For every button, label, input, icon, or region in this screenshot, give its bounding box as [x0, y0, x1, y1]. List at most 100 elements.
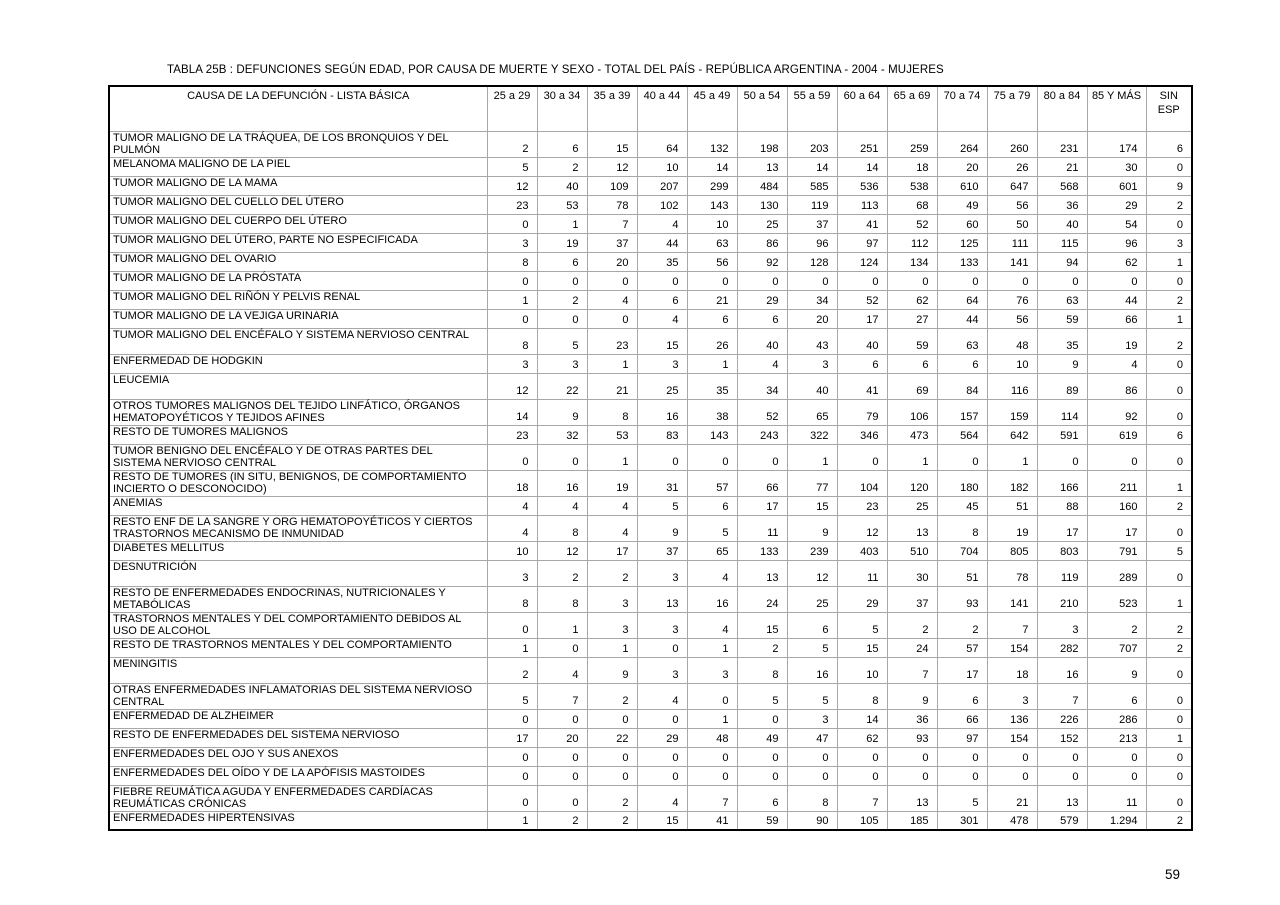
column-header-age: 35 a 39 — [586, 85, 638, 132]
table-header: CAUSA DE LA DEFUNCIÓN - LISTA BÁSICA 25 … — [108, 85, 1193, 132]
value-cell: 0 — [736, 746, 788, 767]
value-cell: 20 — [936, 156, 988, 177]
value-cell: 50 — [986, 213, 1038, 234]
value-cell: 102 — [636, 194, 688, 215]
value-cell: 132 — [686, 130, 738, 158]
value-cell: 11 — [1086, 784, 1147, 812]
value-cell: 286 — [1086, 708, 1147, 729]
table-row: TUMOR MALIGNO DEL ENCÉFALO Y SISTEMA NER… — [108, 327, 1193, 355]
value-cell: 0 — [686, 270, 738, 291]
value-cell: 86 — [736, 232, 788, 253]
value-cell: 3 — [636, 559, 688, 587]
table-row: RESTO DE TUMORES (IN SITU, BENIGNOS, DE … — [108, 469, 1193, 497]
value-cell: 7 — [1036, 682, 1088, 710]
value-cell: 8 — [836, 682, 888, 710]
value-cell: 8 — [486, 585, 538, 613]
cause-cell: TUMOR MALIGNO DE LA MAMA — [108, 175, 488, 196]
value-cell: 0 — [536, 784, 588, 812]
cause-cell: LEUCEMIA — [108, 372, 488, 400]
value-cell: 17 — [586, 540, 638, 561]
table-row: RESTO DE TRASTORNOS MENTALES Y DEL COMPO… — [108, 637, 1193, 658]
value-cell: 585 — [786, 175, 838, 196]
value-cell: 6 — [786, 611, 838, 639]
value-cell: 6 — [736, 308, 788, 329]
table-row: TUMOR MALIGNO DE LA TRÁQUEA, DE LOS BRON… — [108, 130, 1193, 158]
value-cell: 77 — [786, 469, 838, 497]
value-cell: 13 — [736, 559, 788, 587]
value-cell: 154 — [986, 637, 1038, 658]
value-cell: 119 — [1036, 559, 1088, 587]
value-cell: 647 — [986, 175, 1038, 196]
value-cell: 0 — [686, 682, 738, 710]
value-cell: 0 — [536, 637, 588, 658]
value-cell: 0 — [1145, 270, 1193, 291]
value-cell: 13 — [886, 514, 938, 542]
value-cell: 4 — [636, 308, 688, 329]
cause-cell: TRASTORNOS MENTALES Y DEL COMPORTAMIENTO… — [108, 611, 488, 639]
value-cell: 6 — [936, 682, 988, 710]
column-header-age: 85 Y MÁS — [1086, 85, 1147, 132]
value-cell: 133 — [736, 540, 788, 561]
value-cell: 8 — [936, 514, 988, 542]
cause-cell: ENFERMEDADES HIPERTENSIVAS — [108, 810, 488, 831]
value-cell: 10 — [636, 156, 688, 177]
table-row: DIABETES MELLITUS 10 12 17 37 65 133 239 403 510 7… — [108, 540, 1193, 561]
value-cell: 0 — [1086, 746, 1147, 767]
header-row: CAUSA DE LA DEFUNCIÓN - LISTA BÁSICA 25 … — [108, 85, 1193, 132]
value-cell: 14 — [836, 708, 888, 729]
value-cell: 2 — [486, 130, 538, 158]
cause-cell: DESNUTRICIÓN — [108, 559, 488, 587]
value-cell: 26 — [986, 156, 1038, 177]
cause-cell: RESTO DE ENFERMEDADES ENDOCRINAS, NUTRIC… — [108, 585, 488, 613]
value-cell: 0 — [536, 308, 588, 329]
value-cell: 4 — [686, 611, 738, 639]
value-cell: 30 — [1086, 156, 1147, 177]
value-cell: 134 — [886, 251, 938, 272]
value-cell: 54 — [1086, 213, 1147, 234]
value-cell: 15 — [636, 810, 688, 831]
value-cell: 0 — [486, 308, 538, 329]
value-cell: 20 — [586, 251, 638, 272]
table-row: TUMOR MALIGNO DE LA PRÓSTATA 0 0 0 0 0 0 0 0 0 0 0 0… — [108, 270, 1193, 291]
value-cell: 2 — [536, 559, 588, 587]
table-row: OTRAS ENFERMEDADES INFLAMATORIAS DEL SIS… — [108, 682, 1193, 710]
value-cell: 7 — [586, 213, 638, 234]
value-cell: 23 — [586, 327, 638, 355]
value-cell: 43 — [786, 327, 838, 355]
value-cell: 53 — [586, 424, 638, 445]
value-cell: 21 — [986, 784, 1038, 812]
value-cell: 3 — [1036, 611, 1088, 639]
value-cell: 52 — [886, 213, 938, 234]
value-cell: 15 — [836, 637, 888, 658]
value-cell: 160 — [1086, 495, 1147, 516]
value-cell: 6 — [686, 308, 738, 329]
table-row: TUMOR BENIGNO DEL ENCÉFALO Y DE OTRAS PA… — [108, 443, 1193, 471]
value-cell: 0 — [986, 765, 1038, 786]
value-cell: 213 — [1086, 727, 1147, 748]
value-cell: 1 — [586, 443, 638, 471]
value-cell: 90 — [786, 810, 838, 831]
value-cell: 56 — [986, 308, 1038, 329]
cause-cell: DIABETES MELLITUS — [108, 540, 488, 561]
value-cell: 106 — [886, 398, 938, 426]
value-cell: 0 — [686, 765, 738, 786]
value-cell: 6 — [686, 495, 738, 516]
value-cell: 143 — [686, 424, 738, 445]
value-cell: 2 — [486, 656, 538, 684]
value-cell: 11 — [736, 514, 788, 542]
value-cell: 2 — [1145, 495, 1193, 516]
value-cell: 2 — [536, 810, 588, 831]
value-cell: 51 — [986, 495, 1038, 516]
value-cell: 10 — [836, 656, 888, 684]
value-cell: 120 — [886, 469, 938, 497]
value-cell: 0 — [1145, 746, 1193, 767]
value-cell: 26 — [686, 327, 738, 355]
table-row: ANEMIAS 4 4 4 5 6 17 15 23 25 45 51 88 160 2 — [108, 495, 1193, 516]
value-cell: 14 — [786, 156, 838, 177]
value-cell: 17 — [936, 656, 988, 684]
table-row: ENFERMEDAD DE ALZHEIMER 0 0 0 0 1 0 3 14 36 66 136 2… — [108, 708, 1193, 729]
value-cell: 579 — [1036, 810, 1088, 831]
cause-cell: RESTO DE TUMORES (IN SITU, BENIGNOS, DE … — [108, 469, 488, 497]
value-cell: 0 — [1086, 765, 1147, 786]
value-cell: 0 — [1036, 443, 1088, 471]
